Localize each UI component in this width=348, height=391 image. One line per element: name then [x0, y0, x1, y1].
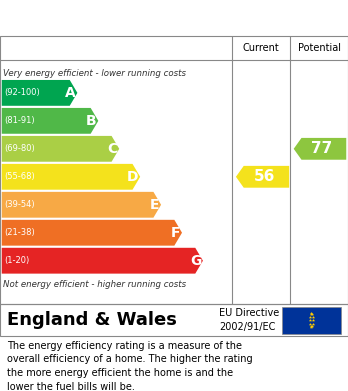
Text: (55-68): (55-68): [5, 172, 35, 181]
Text: Energy Efficiency Rating: Energy Efficiency Rating: [9, 11, 230, 25]
Text: (81-91): (81-91): [5, 117, 35, 126]
Text: Not energy efficient - higher running costs: Not energy efficient - higher running co…: [3, 280, 187, 289]
Polygon shape: [2, 220, 182, 246]
Text: F: F: [171, 226, 180, 240]
Text: G: G: [190, 254, 201, 268]
Text: (21-38): (21-38): [5, 228, 35, 237]
Text: Very energy efficient - lower running costs: Very energy efficient - lower running co…: [3, 69, 187, 78]
Text: D: D: [127, 170, 139, 184]
Polygon shape: [2, 136, 119, 162]
Text: (92-100): (92-100): [5, 88, 40, 97]
Text: Current: Current: [243, 43, 280, 53]
Text: 56: 56: [254, 169, 275, 184]
Polygon shape: [294, 138, 346, 160]
Text: E: E: [150, 198, 159, 212]
Text: B: B: [86, 114, 97, 128]
Polygon shape: [2, 192, 161, 218]
Text: (39-54): (39-54): [5, 200, 35, 209]
Text: The energy efficiency rating is a measure of the
overall efficiency of a home. T: The energy efficiency rating is a measur…: [7, 341, 253, 391]
Text: A: A: [65, 86, 76, 100]
Text: England & Wales: England & Wales: [7, 311, 177, 329]
Polygon shape: [2, 248, 203, 274]
Polygon shape: [2, 108, 98, 134]
Polygon shape: [2, 164, 140, 190]
Text: C: C: [107, 142, 118, 156]
Bar: [282, 307, 341, 334]
Text: (69-80): (69-80): [5, 144, 35, 153]
Text: EU Directive
2002/91/EC: EU Directive 2002/91/EC: [219, 308, 279, 332]
Text: (1-20): (1-20): [5, 256, 30, 265]
Polygon shape: [2, 80, 77, 106]
Polygon shape: [236, 166, 289, 188]
Text: 77: 77: [311, 141, 333, 156]
Text: Potential: Potential: [298, 43, 341, 53]
